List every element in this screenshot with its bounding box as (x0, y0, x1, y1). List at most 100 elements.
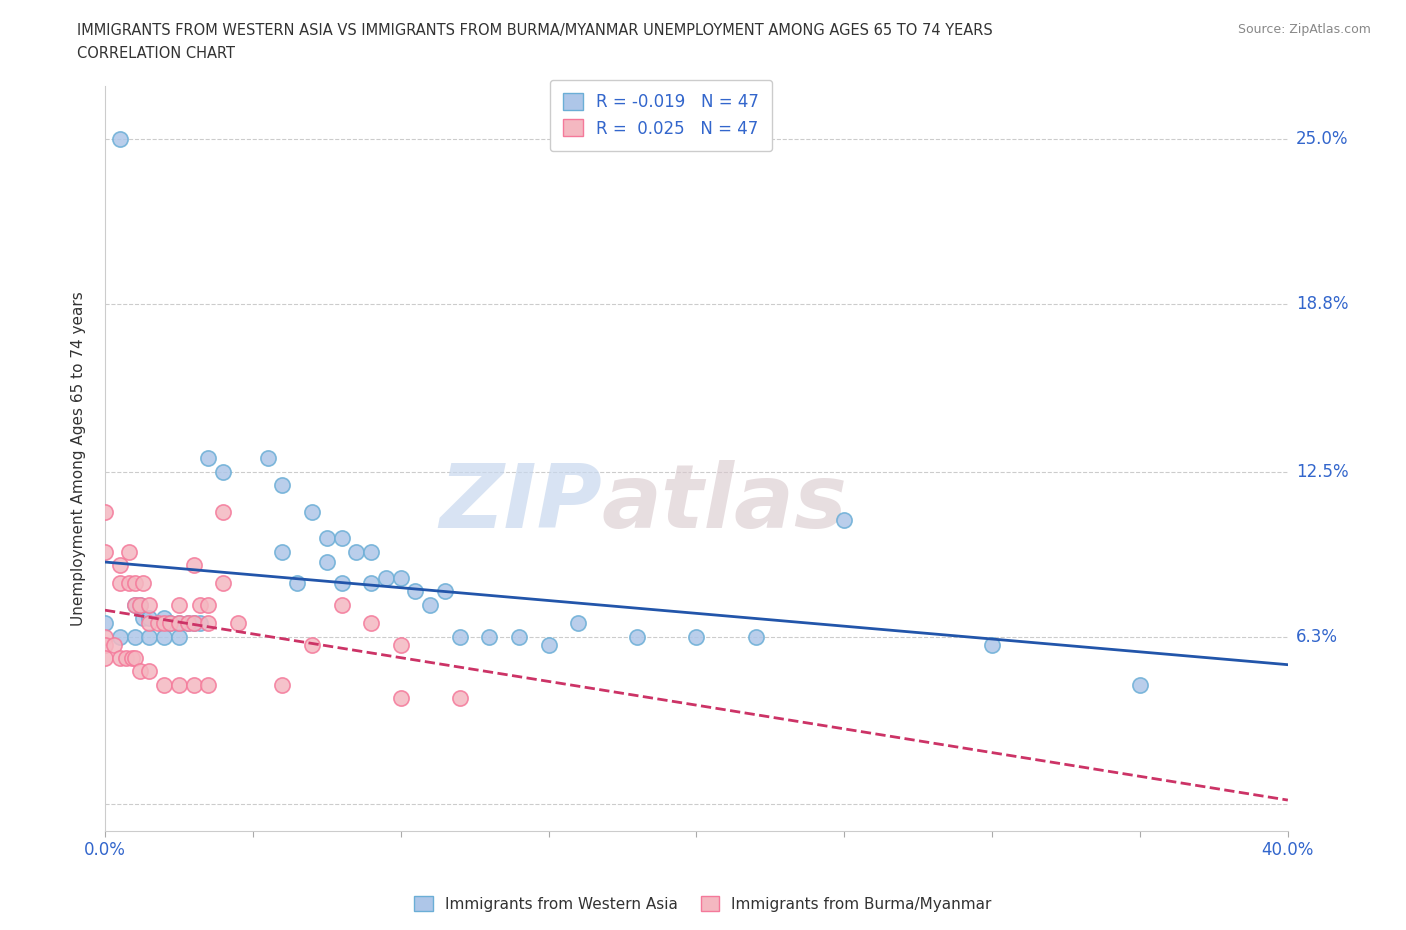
Point (405, 584, 427, 599)
Legend: Immigrants from Western Asia, Immigrants from Burma/Myanmar: Immigrants from Western Asia, Immigrants… (408, 889, 998, 918)
Point (271, 478, 294, 493)
Point (167, 677, 190, 692)
Point (117, 576, 139, 591)
Point (183, 616, 205, 631)
Point (301, 637, 323, 652)
Text: IMMIGRANTS FROM WESTERN ASIA VS IMMIGRANTS FROM BURMA/MYANMAR UNEMPLOYMENT AMONG: IMMIGRANTS FROM WESTERN ASIA VS IMMIGRAN… (77, 23, 993, 38)
Point (94, 630, 117, 644)
Point (389, 571, 412, 586)
Point (148, 616, 170, 631)
Point (330, 531, 353, 546)
Point (212, 504, 235, 519)
Point (117, 544, 139, 559)
Point (124, 597, 146, 612)
Point (197, 451, 219, 466)
Point (132, 576, 155, 591)
Point (138, 597, 160, 612)
Point (124, 630, 146, 644)
Point (159, 616, 181, 631)
Point (138, 664, 160, 679)
Point (537, 637, 560, 652)
Point (129, 664, 152, 679)
Point (108, 630, 131, 644)
Point (159, 616, 181, 631)
Point (108, 557, 131, 572)
Point (330, 597, 353, 612)
Point (138, 630, 160, 644)
Point (360, 544, 382, 559)
Point (121, 650, 143, 665)
Point (197, 616, 219, 631)
Point (744, 630, 766, 644)
Point (188, 616, 211, 631)
Point (108, 132, 131, 147)
Point (285, 576, 308, 591)
Point (94, 504, 117, 519)
Point (626, 630, 648, 644)
Point (94, 650, 117, 665)
Point (132, 611, 155, 626)
Point (138, 611, 160, 626)
Point (360, 576, 382, 591)
Point (153, 611, 176, 626)
Point (108, 650, 131, 665)
Point (449, 690, 471, 705)
Point (271, 677, 294, 692)
Point (212, 576, 235, 591)
Point (124, 576, 146, 591)
Text: Source: ZipAtlas.com: Source: ZipAtlas.com (1237, 23, 1371, 36)
Point (374, 571, 396, 586)
Text: 12.5%: 12.5% (1296, 463, 1348, 481)
Point (153, 630, 176, 644)
Text: ZIP: ZIP (439, 459, 602, 547)
Point (167, 616, 190, 631)
Point (685, 630, 707, 644)
Point (271, 544, 294, 559)
Point (129, 597, 152, 612)
Point (434, 584, 457, 599)
Point (981, 637, 1004, 652)
Text: 18.8%: 18.8% (1296, 295, 1348, 313)
Text: 6.3%: 6.3% (1296, 628, 1339, 645)
Point (449, 630, 471, 644)
Point (1129, 677, 1152, 692)
Point (124, 650, 146, 665)
Point (360, 616, 382, 631)
Point (330, 576, 353, 591)
Point (153, 616, 176, 631)
Point (177, 616, 200, 631)
Point (301, 504, 323, 519)
Point (315, 554, 337, 569)
Point (315, 531, 337, 546)
Point (389, 690, 412, 705)
Point (389, 637, 412, 652)
Point (197, 677, 219, 692)
Point (167, 616, 190, 631)
Point (103, 637, 125, 652)
Point (167, 597, 190, 612)
Point (344, 544, 367, 559)
Point (183, 677, 205, 692)
Legend: R = -0.019   N = 47, R =  0.025   N = 47: R = -0.019 N = 47, R = 0.025 N = 47 (550, 80, 772, 151)
Text: atlas: atlas (602, 459, 848, 547)
Point (129, 597, 152, 612)
Point (183, 616, 205, 631)
Point (153, 677, 176, 692)
Point (567, 616, 589, 631)
Point (508, 630, 530, 644)
Point (108, 576, 131, 591)
Point (138, 616, 160, 631)
Text: 25.0%: 25.0% (1296, 130, 1348, 148)
Point (832, 512, 855, 527)
Point (94, 616, 117, 631)
Point (94, 637, 117, 652)
Point (226, 616, 249, 631)
Point (94, 544, 117, 559)
Point (167, 630, 190, 644)
Text: CORRELATION CHART: CORRELATION CHART (77, 46, 235, 61)
Point (177, 616, 200, 631)
Point (183, 557, 205, 572)
Point (212, 464, 235, 479)
Y-axis label: Unemployment Among Ages 65 to 74 years: Unemployment Among Ages 65 to 74 years (72, 291, 86, 626)
Point (419, 597, 441, 612)
